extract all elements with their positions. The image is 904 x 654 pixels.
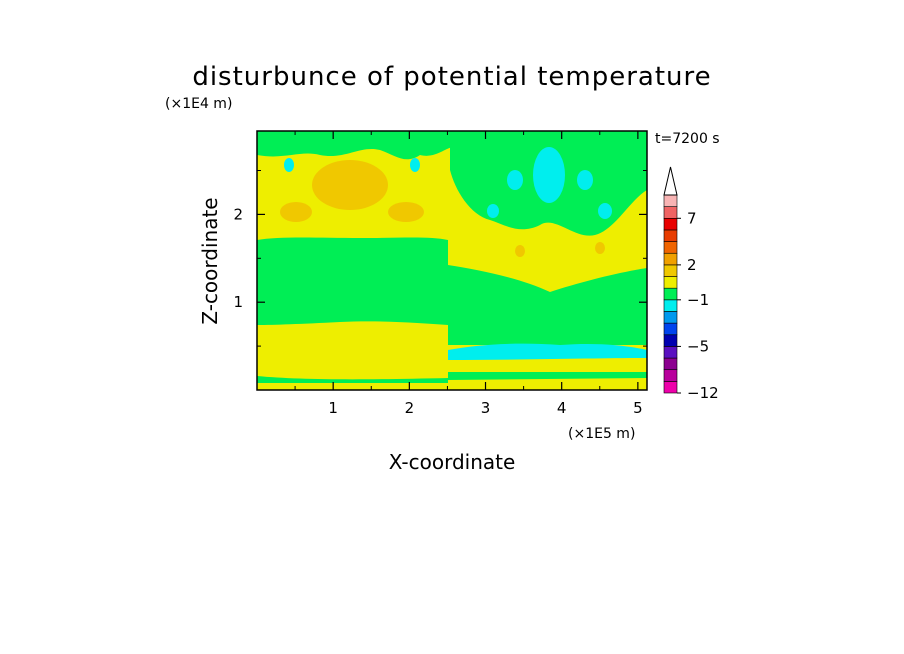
cyan-blob-4: [487, 204, 499, 218]
cyan-blob-3: [577, 170, 593, 190]
cyan-blob-6: [284, 158, 294, 172]
x-tick-label: 5: [633, 399, 643, 417]
colorbar-swatch: [663, 357, 678, 371]
colorbar-swatch: [663, 264, 678, 277]
field-mid-band-left: [257, 237, 448, 325]
colorbar-swatch: [663, 276, 678, 289]
x-tick-label: 2: [405, 399, 415, 417]
colorbar-tick-label: 7: [687, 209, 697, 227]
field-lower-cyan: [448, 343, 647, 360]
orange-blob-3: [388, 202, 424, 222]
x-tick-label: 1: [328, 399, 338, 417]
colorbar-swatch: [663, 299, 678, 312]
colorbar: −12−5−127: [663, 166, 719, 402]
x-axis: 1 2 3 4 5: [294, 131, 643, 417]
field-mid-band-right: [448, 265, 647, 345]
plot-frame: [256, 130, 648, 391]
y-axis: 12: [233, 170, 647, 347]
colorbar-swatch: [663, 241, 678, 254]
y-tick-label: 2: [233, 205, 243, 223]
chart-title: disturbunce of potential temperature: [192, 62, 711, 92]
colorbar-tick-label: −5: [687, 337, 709, 355]
cyan-blob-7: [410, 158, 420, 172]
cyan-blob-1: [533, 147, 565, 203]
colorbar-swatch: [663, 334, 678, 347]
y-unit-label: (×1E4 m): [165, 96, 232, 112]
colorbar-swatch: [663, 194, 678, 207]
time-label: t=7200 s: [655, 131, 720, 147]
colorbar-swatch: [663, 311, 678, 324]
x-tick-label: 4: [557, 399, 567, 417]
orange-blob-1: [312, 160, 388, 210]
colorbar-swatch: [663, 369, 678, 382]
colorbar-extend-arrow: [663, 166, 678, 196]
orange-blob-2: [280, 202, 312, 222]
colorbar-swatch: [663, 322, 678, 336]
colorbar-swatch: [663, 217, 678, 231]
colorbar-swatch: [663, 229, 678, 242]
y-axis-label: Z-coordinate: [198, 197, 222, 324]
colorbar-tick-label: −1: [687, 291, 709, 309]
cyan-blob-2: [507, 170, 523, 190]
colorbar-swatch: [663, 287, 678, 301]
field-bottom-strip: [257, 376, 448, 383]
orange-blob-4: [515, 245, 525, 257]
x-axis-label: X-coordinate: [389, 450, 516, 474]
x-tick-label: 3: [481, 399, 491, 417]
colorbar-swatch: [663, 252, 678, 266]
x-unit-label: (×1E5 m): [568, 426, 635, 442]
colorbar-tick-label: 2: [687, 256, 697, 274]
colorbar-swatch: [663, 381, 678, 394]
orange-blob-5: [595, 242, 605, 254]
field-bottom-band: [448, 372, 647, 380]
colorbar-swatch: [663, 346, 678, 359]
y-tick-label: 1: [233, 293, 243, 311]
colorbar-tick-label: −12: [687, 384, 719, 402]
cyan-blob-5: [598, 203, 612, 219]
colorbar-swatch: [663, 206, 678, 219]
contour-field: [257, 131, 647, 390]
